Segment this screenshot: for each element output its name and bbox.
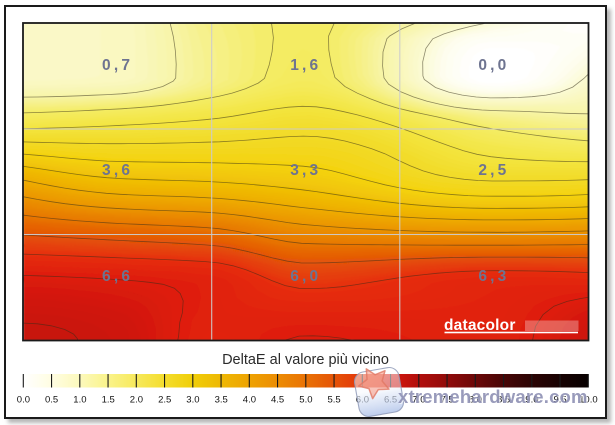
svg-text:xtremehardware.com: xtremehardware.com xyxy=(398,386,588,407)
svg-text:0,7: 0,7 xyxy=(102,57,133,74)
svg-text:2.0: 2.0 xyxy=(130,394,143,405)
svg-text:6,3: 6,3 xyxy=(478,268,509,285)
svg-text:6,6: 6,6 xyxy=(102,268,133,285)
svg-text:4.5: 4.5 xyxy=(271,394,284,405)
svg-text:3.0: 3.0 xyxy=(186,394,199,405)
svg-text:2,5: 2,5 xyxy=(478,162,509,179)
svg-text:0.0: 0.0 xyxy=(17,394,30,405)
svg-text:1,6: 1,6 xyxy=(290,57,321,74)
svg-text:8.5: 8.5 xyxy=(497,394,510,405)
svg-text:4.0: 4.0 xyxy=(243,394,256,405)
svg-text:2.5: 2.5 xyxy=(158,394,171,405)
svg-text:5.5: 5.5 xyxy=(327,394,340,405)
svg-text:6,0: 6,0 xyxy=(290,268,321,285)
svg-text:9.0: 9.0 xyxy=(525,394,538,405)
svg-text:7.0: 7.0 xyxy=(412,394,425,405)
svg-text:0.5: 0.5 xyxy=(45,394,58,405)
svg-text:9.5: 9.5 xyxy=(553,394,566,405)
svg-text:DeltaE al valore più vicino: DeltaE al valore più vicino xyxy=(222,352,389,368)
svg-text:0,0: 0,0 xyxy=(478,57,509,74)
svg-text:1.0: 1.0 xyxy=(73,394,86,405)
svg-text:3.5: 3.5 xyxy=(215,394,228,405)
svg-text:3,6: 3,6 xyxy=(102,162,133,179)
svg-text:datacolor: datacolor xyxy=(444,317,516,334)
svg-text:1.5: 1.5 xyxy=(102,394,115,405)
svg-text:10.0: 10.0 xyxy=(579,394,598,405)
svg-text:8.0: 8.0 xyxy=(469,394,482,405)
svg-text:5.0: 5.0 xyxy=(299,394,312,405)
svg-text:7.5: 7.5 xyxy=(440,394,453,405)
svg-text:3,3: 3,3 xyxy=(290,162,321,179)
